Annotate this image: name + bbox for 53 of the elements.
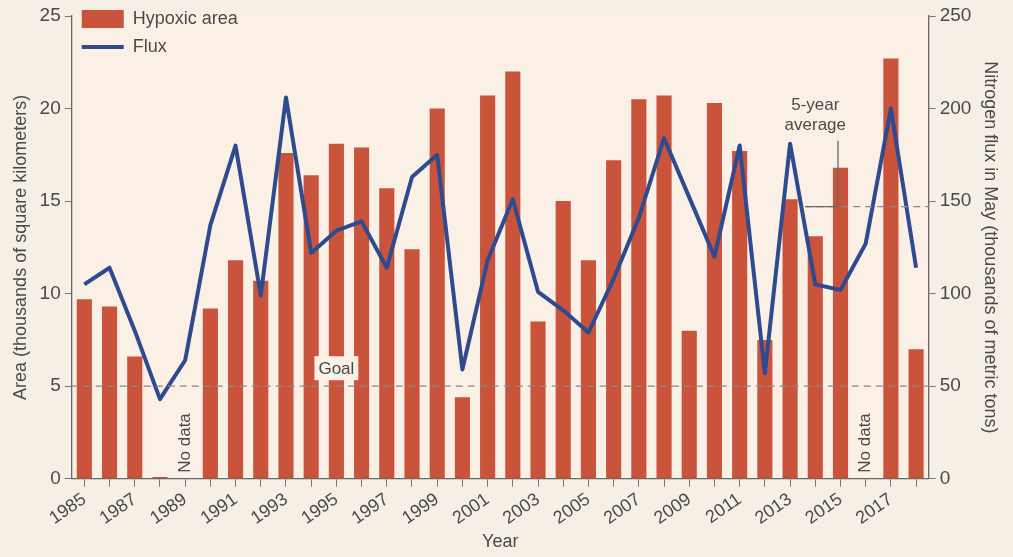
bar xyxy=(429,108,445,479)
x-tick-label: 1991 xyxy=(196,488,241,528)
bar xyxy=(127,356,143,479)
y2-tick-label: 250 xyxy=(939,4,972,26)
bar xyxy=(76,299,92,479)
x-axis-title: Year xyxy=(482,531,519,552)
bar xyxy=(303,175,319,479)
x-tick-label: 2011 xyxy=(701,488,745,528)
bar xyxy=(505,71,521,479)
bar xyxy=(480,95,496,479)
bar xyxy=(228,260,244,479)
bar xyxy=(555,201,571,479)
bar xyxy=(681,330,697,479)
legend-label: Flux xyxy=(132,35,167,56)
bar xyxy=(530,321,546,479)
bar xyxy=(202,308,218,479)
y2-tick-label: 50 xyxy=(939,374,961,396)
bar xyxy=(354,147,370,479)
bar xyxy=(706,103,723,479)
y2-axis-title: Nitrogen flux in May (thousands of metric tons) xyxy=(981,61,1002,434)
y-tick-label: 5 xyxy=(50,374,61,396)
bar xyxy=(631,99,647,479)
bar xyxy=(606,160,622,479)
y2-tick-label: 150 xyxy=(939,189,972,211)
bar xyxy=(454,397,470,479)
y-tick-label: 10 xyxy=(39,281,61,303)
bar xyxy=(782,199,798,479)
y-axis-title: Area (thousands of square kilometers) xyxy=(9,94,30,400)
bar xyxy=(101,306,118,479)
bar xyxy=(832,167,849,479)
ref-line-label: Goal xyxy=(318,359,355,379)
x-tick-label: 2001 xyxy=(448,488,493,528)
y-tick-label: 20 xyxy=(39,96,61,118)
bar xyxy=(580,260,596,479)
bar xyxy=(883,58,899,479)
y2-tick-label: 200 xyxy=(939,96,972,118)
bar xyxy=(404,249,420,479)
bar xyxy=(807,236,823,479)
y-tick-label: 0 xyxy=(50,466,61,488)
bar xyxy=(379,188,395,479)
bar xyxy=(732,151,748,479)
ref-line-label: 5-year average xyxy=(784,94,846,134)
legend-label: Hypoxic area xyxy=(132,7,239,28)
y2-tick-label: 100 xyxy=(939,281,972,303)
bar xyxy=(278,152,294,479)
y-tick-label: 15 xyxy=(39,189,61,211)
bar xyxy=(908,349,924,479)
bar xyxy=(253,280,269,479)
annotation: No data xyxy=(855,412,875,473)
y-tick-label: 25 xyxy=(39,4,61,26)
annotation: No data xyxy=(174,412,194,473)
y2-tick-label: 0 xyxy=(939,466,951,488)
bar xyxy=(656,95,672,479)
